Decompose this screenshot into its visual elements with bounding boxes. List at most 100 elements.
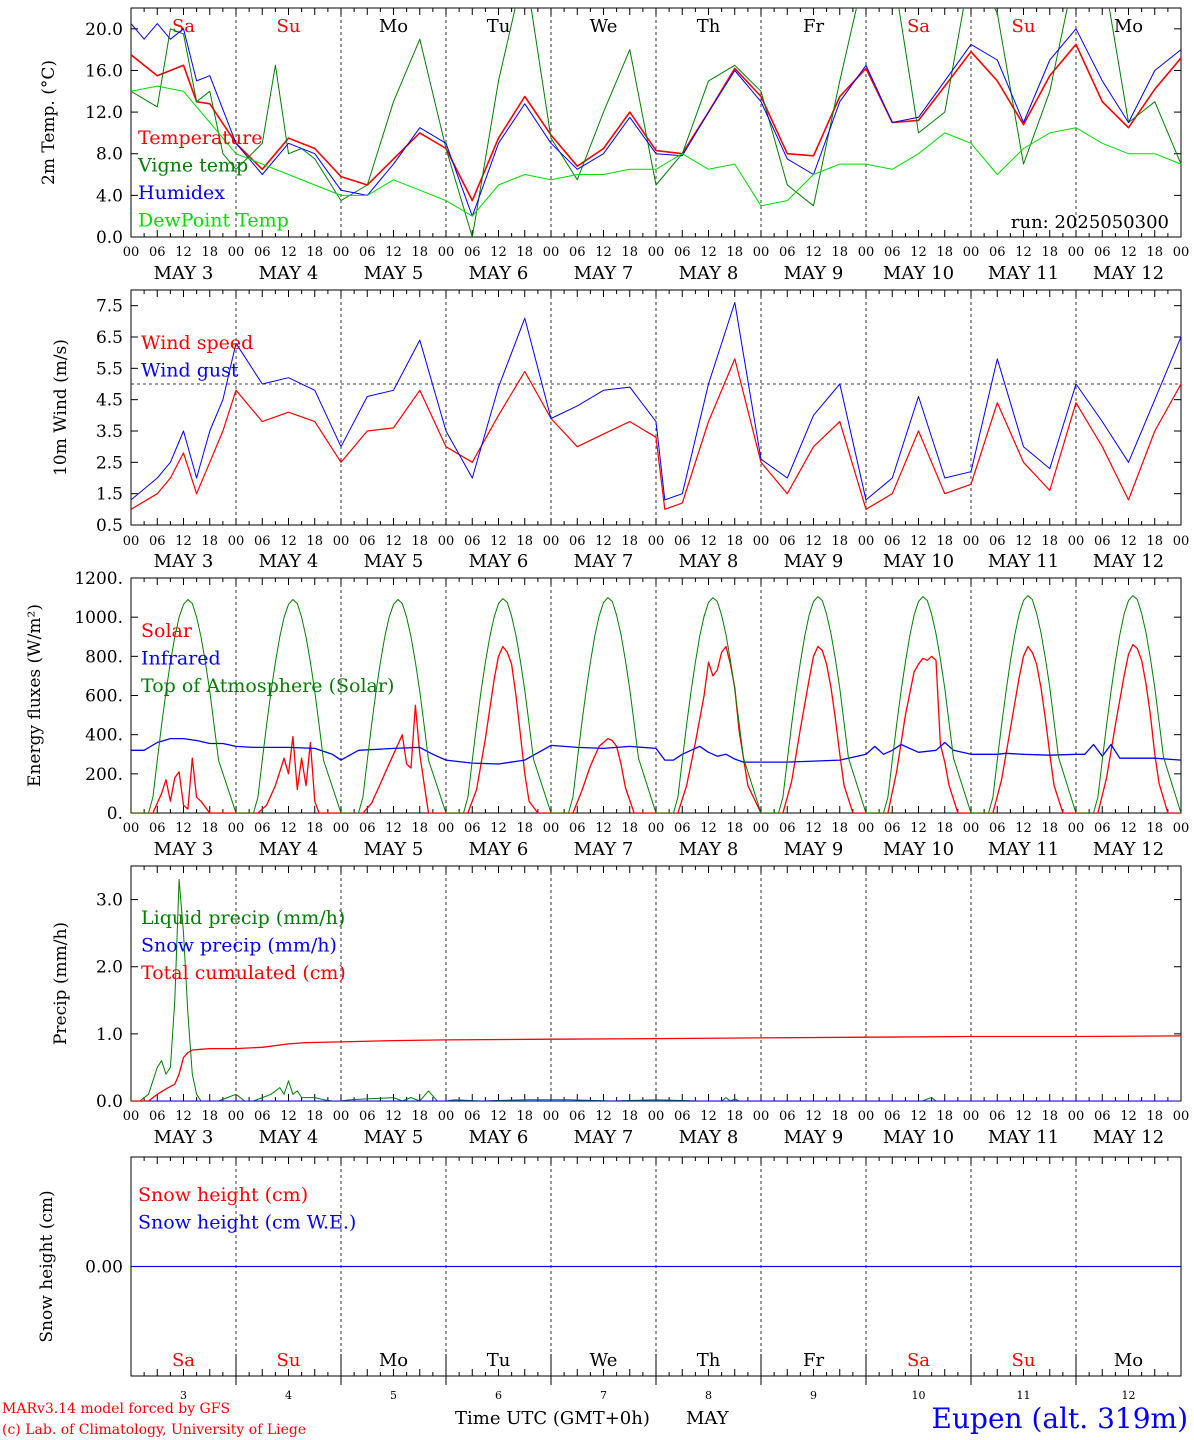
x-hour-label: 18 <box>621 245 638 260</box>
x-date-label: MAY 10 <box>883 263 954 284</box>
y-tick-label: 1000. <box>74 608 123 628</box>
location-label: Eupen (alt. 319m) <box>932 1402 1188 1435</box>
x-hour-label: 18 <box>726 534 743 549</box>
x-hour-label: 18 <box>411 821 428 836</box>
x-hour-label: 06 <box>254 821 271 836</box>
x-hour-label: 18 <box>1146 821 1163 836</box>
series-temperature <box>131 43 1181 202</box>
series-top-of-atmosphere-solar <box>131 595 1181 813</box>
x-date-label: MAY 11 <box>988 839 1059 860</box>
x-date-label: MAY 5 <box>364 263 424 284</box>
series-solar <box>131 643 1181 813</box>
x-hour-label: 00 <box>228 821 245 836</box>
chart-panels: 0.0 4.0 8.0 12.0 16.0 20.0 2m Temp. (°C) 00 06 12… <box>25 7 1190 1402</box>
x-hour-label: 00 <box>648 821 665 836</box>
x-hour-label: 00 <box>1068 245 1085 260</box>
y-tick-label: 0. <box>107 804 123 824</box>
day-name-label: Su <box>277 1350 301 1371</box>
x-hour-label: 18 <box>306 534 323 549</box>
day-name-label: We <box>590 1350 618 1371</box>
day-name-label: Th <box>697 1350 721 1371</box>
x-hour-label: 06 <box>254 534 271 549</box>
x-hour-label: 18 <box>831 821 848 836</box>
x-hour-label: 12 <box>490 534 507 549</box>
x-date-label: MAY 9 <box>784 551 844 572</box>
x-hour-label: 06 <box>1094 1109 1111 1124</box>
x-hour-label: 00 <box>648 1109 665 1124</box>
legend-entry: Wind gust <box>141 360 239 382</box>
x-hour-label: 12 <box>385 1109 402 1124</box>
x-hour-label: 00 <box>858 534 875 549</box>
x-hour-label: 00 <box>753 534 770 549</box>
x-hour-label: 18 <box>831 1109 848 1124</box>
y-tick-label: 3.0 <box>96 891 123 911</box>
x-hour-label: 06 <box>149 821 166 836</box>
x-hour-label: 00 <box>438 534 455 549</box>
x-hour-label: 06 <box>359 1109 376 1124</box>
x-hour-label: 12 <box>490 1109 507 1124</box>
x-hour-label: 12 <box>700 1109 717 1124</box>
legend-entry: Snow height (cm W.E.) <box>138 1212 356 1234</box>
x-hour-label: 12 <box>1015 1109 1032 1124</box>
x-hour-label: 06 <box>464 1109 481 1124</box>
series-liquid-precip-mm-h <box>131 878 1181 1101</box>
series-group <box>131 302 1181 510</box>
x-hour-label: 00 <box>438 245 455 260</box>
x-date-label: MAY 10 <box>883 551 954 572</box>
legend-entry: Snow height (cm) <box>138 1184 308 1206</box>
credit-line-2: (c) Lab. of Climatology, University of L… <box>2 1422 306 1438</box>
x-hour-label: 12 <box>700 821 717 836</box>
x-date-label: MAY 10 <box>883 1127 954 1148</box>
x-date-label: MAY 7 <box>574 551 634 572</box>
x-hour-label: 06 <box>989 245 1006 260</box>
x-hour-label: 18 <box>1146 534 1163 549</box>
x-hour-label: 12 <box>490 821 507 836</box>
x-date-label: MAY 8 <box>679 1127 739 1148</box>
x-hour-label: 00 <box>753 245 770 260</box>
x-date-label: MAY 10 <box>883 839 954 860</box>
x-date-label: MAY 3 <box>154 551 214 572</box>
y-tick-label: 20.0 <box>85 20 123 40</box>
x-hour-label: 00 <box>228 1109 245 1124</box>
x-hour-label: 06 <box>359 821 376 836</box>
series-group <box>131 595 1181 813</box>
x-date-label: MAY 5 <box>364 839 424 860</box>
y-tick-label: 800. <box>85 647 123 667</box>
y-axis-title: Precip (mm/h) <box>51 922 71 1045</box>
x-hour-label: 00 <box>438 1109 455 1124</box>
series-group <box>131 8 1181 237</box>
x-hour-label: 00 <box>1173 1109 1190 1124</box>
y-tick-label: 2.5 <box>96 453 123 473</box>
y-tick-label: 0.00 <box>85 1258 123 1278</box>
legend-entry: Liquid precip (mm/h) <box>141 907 345 929</box>
x-hour-label: 12 <box>175 245 192 260</box>
day-name-label: Su <box>1012 1350 1036 1371</box>
x-hour-label: 12 <box>700 245 717 260</box>
y-tick-label: 7.5 <box>96 297 123 317</box>
legend-entry: Humidex <box>138 182 225 204</box>
x-hour-label: 18 <box>726 245 743 260</box>
x-hour-label: 00 <box>123 1109 140 1124</box>
x-hour-label: 12 <box>595 821 612 836</box>
x-hour-label: 18 <box>1041 534 1058 549</box>
month-label: MAY <box>686 1408 730 1429</box>
x-hour-label: 00 <box>1173 245 1190 260</box>
x-date-label: MAY 7 <box>574 1127 634 1148</box>
x-hour-label: 06 <box>254 1109 271 1124</box>
x-hour-label: 12 <box>805 245 822 260</box>
day-label: Tu <box>487 16 511 37</box>
x-hour-label: 12 <box>910 245 927 260</box>
x-hour-label: 06 <box>1094 245 1111 260</box>
x-hour-label: 00 <box>543 245 560 260</box>
x-hour-label: 06 <box>464 245 481 260</box>
day-label: Su <box>277 16 301 37</box>
x-date-label: MAY 12 <box>1093 263 1164 284</box>
x-hour-label: 06 <box>149 1109 166 1124</box>
x-hour-label: 18 <box>306 1109 323 1124</box>
series-vigne-temp <box>131 8 1181 237</box>
y-tick-label: 16.0 <box>85 61 123 81</box>
x-date-label: MAY 8 <box>679 839 739 860</box>
x-date-label: MAY 6 <box>469 839 529 860</box>
y-tick-label: 5.5 <box>96 359 123 379</box>
